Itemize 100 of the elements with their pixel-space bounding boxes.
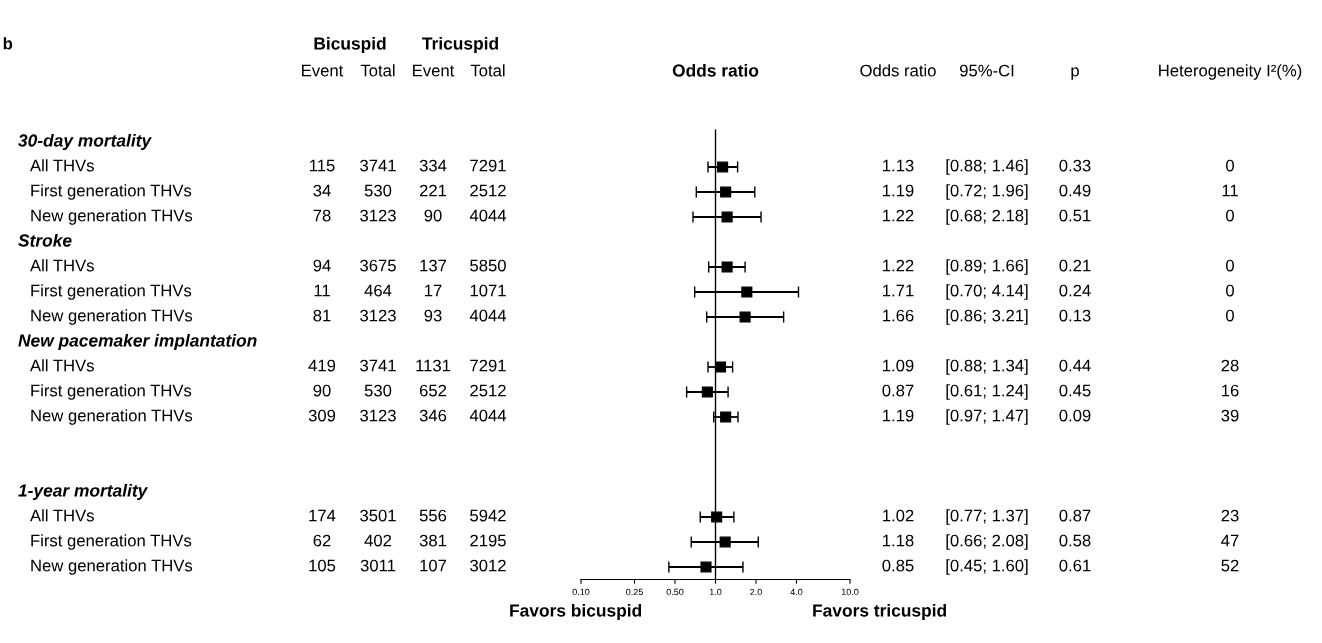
data-label: 1.66 [883,309,914,322]
data-label: 62 [313,534,331,547]
text: Bicuspid [314,36,386,54]
data-label: 309 [308,409,336,422]
category-label: New generation THVs [31,209,193,225]
data-label: [0.66; 2.08] [946,534,1028,550]
data-label: 346 [419,409,447,422]
data-label: 0.13 [1059,309,1091,322]
category-label: 1-year mortality [18,483,149,501]
data-label: 1.22 [883,209,914,222]
data-label: 3123 [360,309,396,322]
data-label: [0.88; 1.46] [946,159,1028,175]
category-label: All THVs [30,159,94,172]
data-label: 556 [419,509,447,522]
data-label: 0 [1226,209,1234,222]
data-label: 4044 [469,309,507,322]
data-label: 3741 [360,159,396,172]
data-label: 0.21 [1059,259,1091,272]
data-label: 81 [313,309,331,322]
data-label: 174 [309,509,336,522]
category-label: New generation THVs [31,559,193,575]
category-label: First generation THVs [31,384,192,400]
data-label: [0.72; 1.96] [946,184,1028,200]
x-tick-label: 2.0 [750,588,762,596]
data-label: [0.86; 3.21] [946,309,1028,325]
data-label: 90 [424,209,442,222]
data-label: 0.51 [1059,209,1091,222]
data-label: 1.02 [883,509,914,522]
data-label: 3011 [360,559,396,572]
text: Favors tricuspid [813,603,946,621]
text: Heterogeneity I²(%) [1159,64,1302,80]
data-label: 530 [364,184,392,197]
data-label: 1.13 [883,159,914,172]
data-label: 0.09 [1059,409,1091,422]
data-label: 3123 [360,409,396,422]
data-label: 1071 [470,284,506,297]
data-label: 1.71 [883,284,914,297]
data-label: 7291 [470,359,506,372]
category-label: 30-day mortality [18,133,152,151]
category-label: Stroke [18,233,72,247]
data-label: [0.88; 1.34] [946,359,1028,375]
data-label: 4044 [469,409,507,422]
text: 95%-CI [959,64,1014,77]
text: Event [302,64,344,77]
data-label: 0 [1226,284,1234,297]
x-tick-label: 4.0 [790,588,803,596]
data-label: 107 [420,559,447,572]
data-label: 1.19 [883,409,914,422]
chart-title: Odds ratio [672,63,759,77]
data-label: 0 [1226,309,1234,322]
data-label: 0.61 [1059,559,1091,572]
data-label: 1.09 [883,359,914,372]
text: Total [360,64,395,77]
x-tick-label: 10.0 [841,588,859,596]
data-label: 0.85 [882,559,914,572]
data-label: 17 [425,284,442,297]
data-label: 0.87 [1059,509,1091,522]
data-label: 1.19 [883,184,914,197]
data-label: 464 [364,284,392,297]
data-label: [0.61; 1.24] [946,384,1028,400]
data-label: 7291 [470,159,506,172]
data-label: 2512 [470,184,506,197]
data-label: 2512 [470,384,506,397]
data-label: 4044 [469,209,507,222]
data-label: 28 [1221,359,1239,372]
data-label: 0.33 [1059,159,1091,172]
data-label: 419 [308,359,336,372]
category-label: First generation THVs [31,534,192,550]
text: p [1071,67,1079,80]
data-label: 1.22 [883,259,914,272]
data-label: 47 [1221,534,1239,547]
category-label: All THVs [30,509,94,522]
data-label: 3675 [360,259,396,272]
text: Odds ratio [860,64,936,77]
data-label: 78 [313,209,331,222]
text: b [3,37,13,50]
text: Total [470,64,505,77]
data-label: 90 [313,384,331,397]
category-label: All THVs [30,359,94,372]
data-label: 0 [1226,259,1234,272]
data-label: [0.89; 1.66] [946,259,1028,275]
data-label: 94 [313,259,331,272]
category-label: All THVs [30,259,94,272]
data-label: 1.18 [883,534,914,547]
text: Event [413,64,455,77]
data-label: 0.45 [1059,384,1091,397]
data-label: 381 [419,534,447,547]
data-label: 93 [424,309,442,322]
data-label: 11 [1222,184,1238,197]
data-label: 0.49 [1059,184,1091,197]
data-label: 402 [364,534,392,547]
data-label: [0.77; 1.37] [946,509,1028,525]
data-label: 105 [309,559,336,572]
category-label: First generation THVs [31,184,192,200]
data-label: 16 [1222,384,1239,397]
x-tick-label: 0.50 [666,588,684,596]
data-label: [0.97; 1.47] [946,409,1028,425]
data-label: 334 [419,159,447,172]
data-label: 3501 [360,509,396,522]
data-label: 0.44 [1059,359,1091,372]
